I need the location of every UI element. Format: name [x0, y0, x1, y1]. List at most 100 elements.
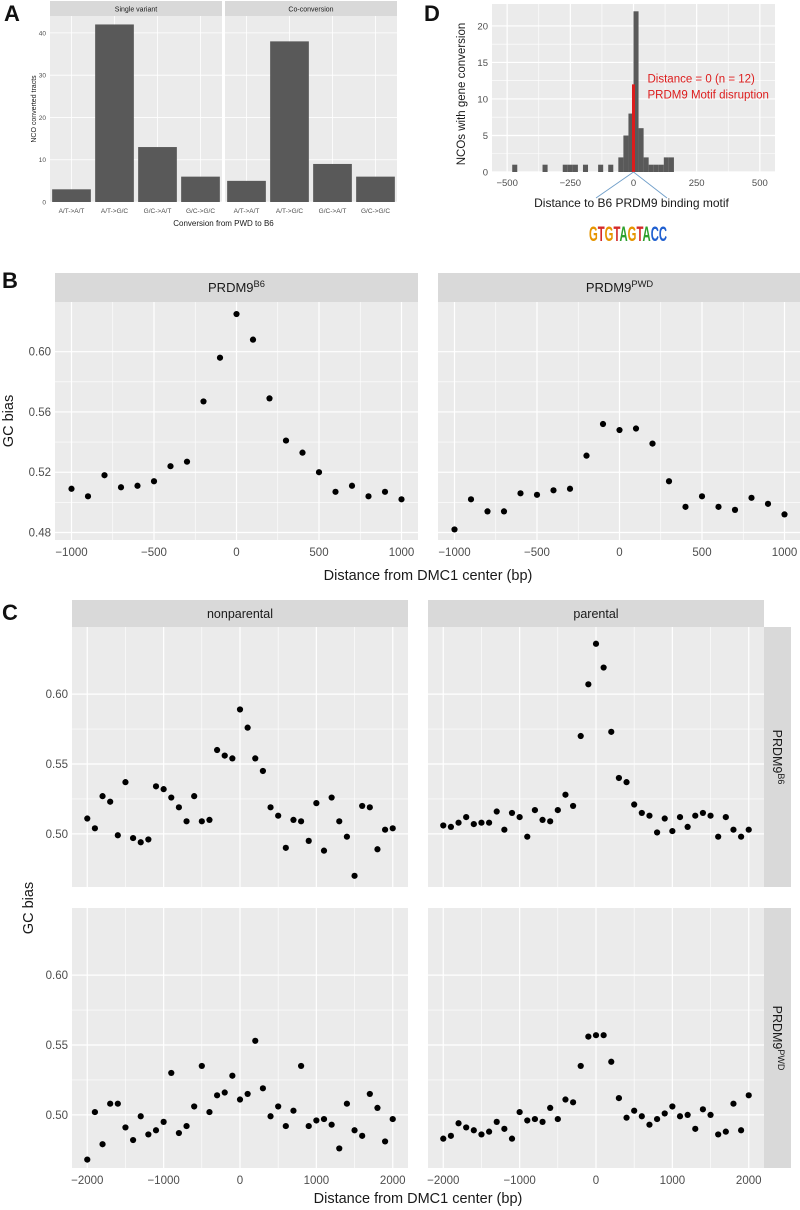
data-point [328, 1121, 335, 1128]
data-point [183, 818, 190, 825]
data-point [707, 812, 714, 819]
data-point [305, 1122, 312, 1130]
data-point [516, 1108, 523, 1116]
data-point [463, 814, 470, 821]
histogram-bar [618, 157, 624, 172]
bar [95, 24, 134, 203]
y-tick-label: 0.60 [46, 689, 68, 701]
data-point [252, 755, 259, 762]
data-point [175, 804, 183, 811]
data-point [152, 783, 160, 790]
panel-label-d: D [424, 1, 440, 26]
data-point [275, 812, 282, 819]
data-point [539, 816, 546, 824]
x-tick-label: A/T->G/C [101, 208, 129, 215]
data-point [631, 801, 638, 808]
x-tick-label: 0 [233, 547, 239, 559]
data-point [484, 508, 491, 515]
data-point [676, 1113, 684, 1120]
histogram-bar [658, 164, 664, 172]
x-tick-label: 1000 [304, 1175, 330, 1187]
y-tick-label: 0.60 [46, 970, 68, 982]
data-point [168, 794, 175, 801]
data-point [236, 1096, 244, 1103]
data-point [508, 1135, 516, 1142]
x-tick-label: 1000 [772, 547, 798, 559]
data-point [267, 804, 274, 811]
data-point [478, 819, 485, 826]
x-tick-label: G/C->G/C [186, 208, 215, 215]
x-tick-label: 0 [631, 178, 636, 189]
y-tick-label: 10 [39, 157, 47, 164]
facet-strip [72, 600, 408, 627]
data-point [764, 500, 772, 507]
data-point [562, 1096, 569, 1103]
data-point [206, 816, 213, 824]
bar [227, 180, 266, 202]
data-point [577, 1062, 584, 1070]
data-point [374, 846, 381, 853]
data-point [236, 706, 244, 713]
data-point [562, 791, 569, 798]
data-point [516, 814, 523, 821]
data-point [592, 640, 600, 647]
data-point [351, 1127, 358, 1134]
data-point [320, 1115, 328, 1123]
data-point [748, 494, 755, 501]
data-point [539, 1118, 546, 1125]
data-point [359, 802, 366, 810]
data-point [669, 827, 676, 835]
data-point [297, 1062, 305, 1070]
data-point [585, 1033, 592, 1040]
data-point [684, 823, 691, 830]
x-tick-label: 1000 [660, 1175, 686, 1187]
data-point [366, 1090, 373, 1098]
data-point [653, 829, 661, 836]
y-tick-label: 0.48 [29, 527, 51, 539]
histogram-bar [668, 157, 674, 172]
data-point [191, 793, 198, 800]
x-tick-label: 500 [752, 178, 768, 189]
data-point [122, 1124, 129, 1131]
data-point [305, 837, 312, 844]
histogram-bar [643, 157, 649, 172]
y-tick-label: 0.56 [29, 407, 51, 419]
data-point [129, 834, 137, 842]
data-point [470, 820, 477, 828]
data-point [122, 779, 129, 786]
data-point [440, 822, 447, 829]
data-point [68, 485, 75, 492]
facet-strip-label: PRDM9B6 [208, 279, 265, 295]
data-point [715, 1131, 722, 1138]
data-point [221, 752, 228, 759]
data-point [531, 1115, 539, 1123]
data-point [447, 1132, 455, 1139]
bar [313, 163, 352, 202]
histogram-bar [648, 164, 654, 172]
chart-c-gc-bias-parental: nonparental parental PRDM9B6 PRDM9PWD 0.50 0.… [21, 600, 791, 1207]
data-point [290, 816, 297, 824]
y-tick-label: 20 [477, 21, 488, 32]
facet-strip-label: parental [573, 607, 618, 621]
data-point [608, 1058, 615, 1065]
data-point [599, 420, 607, 428]
data-point [569, 1099, 577, 1106]
x-tick-label: 0 [616, 547, 622, 559]
data-point [569, 802, 577, 810]
data-point [114, 1100, 121, 1107]
data-point [183, 458, 191, 465]
data-point [478, 1131, 485, 1138]
data-point [266, 395, 273, 402]
data-point [343, 833, 351, 840]
histogram-bar [582, 164, 589, 172]
y-tick-label: 0.52 [29, 467, 51, 479]
data-point [259, 1085, 267, 1092]
y-axis-title: GC bias [1, 395, 17, 447]
data-point [216, 354, 224, 361]
data-point [737, 833, 745, 840]
facet-strip-row-label: PRDM9B6 [770, 730, 786, 785]
data-point [649, 440, 656, 447]
x-tick-label: 2000 [736, 1175, 762, 1187]
x-tick-label: −500 [141, 547, 167, 559]
data-point [229, 1072, 236, 1079]
